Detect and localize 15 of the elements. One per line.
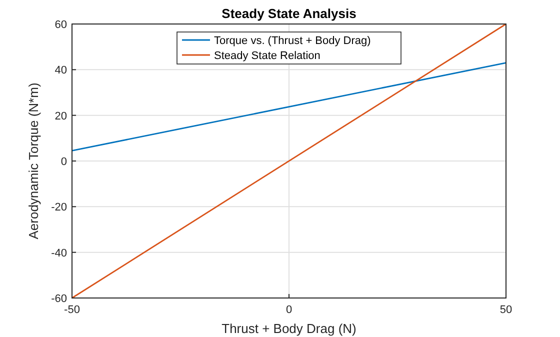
- legend-label: Steady State Relation: [214, 50, 320, 62]
- y-tick-label: -20: [51, 202, 67, 214]
- y-tick-label: 60: [54, 19, 67, 31]
- x-tick-label: 0: [286, 304, 292, 316]
- x-axis-title: Thrust + Body Drag (N): [222, 321, 356, 336]
- y-tick-label: 20: [54, 110, 67, 122]
- y-axis-title: Aerodynamic Torque (N*m): [26, 82, 41, 240]
- chart-title: Steady State Analysis: [222, 6, 356, 21]
- x-tick-label: -50: [64, 304, 80, 316]
- y-tick-label: -60: [51, 293, 67, 305]
- x-tick-label: 50: [500, 304, 512, 316]
- y-tick-label: 40: [54, 64, 67, 77]
- legend-label: Torque vs. (Thrust + Body Drag): [214, 35, 371, 47]
- y-tick-label: 0: [60, 156, 67, 168]
- y-tick-label: -40: [51, 247, 67, 260]
